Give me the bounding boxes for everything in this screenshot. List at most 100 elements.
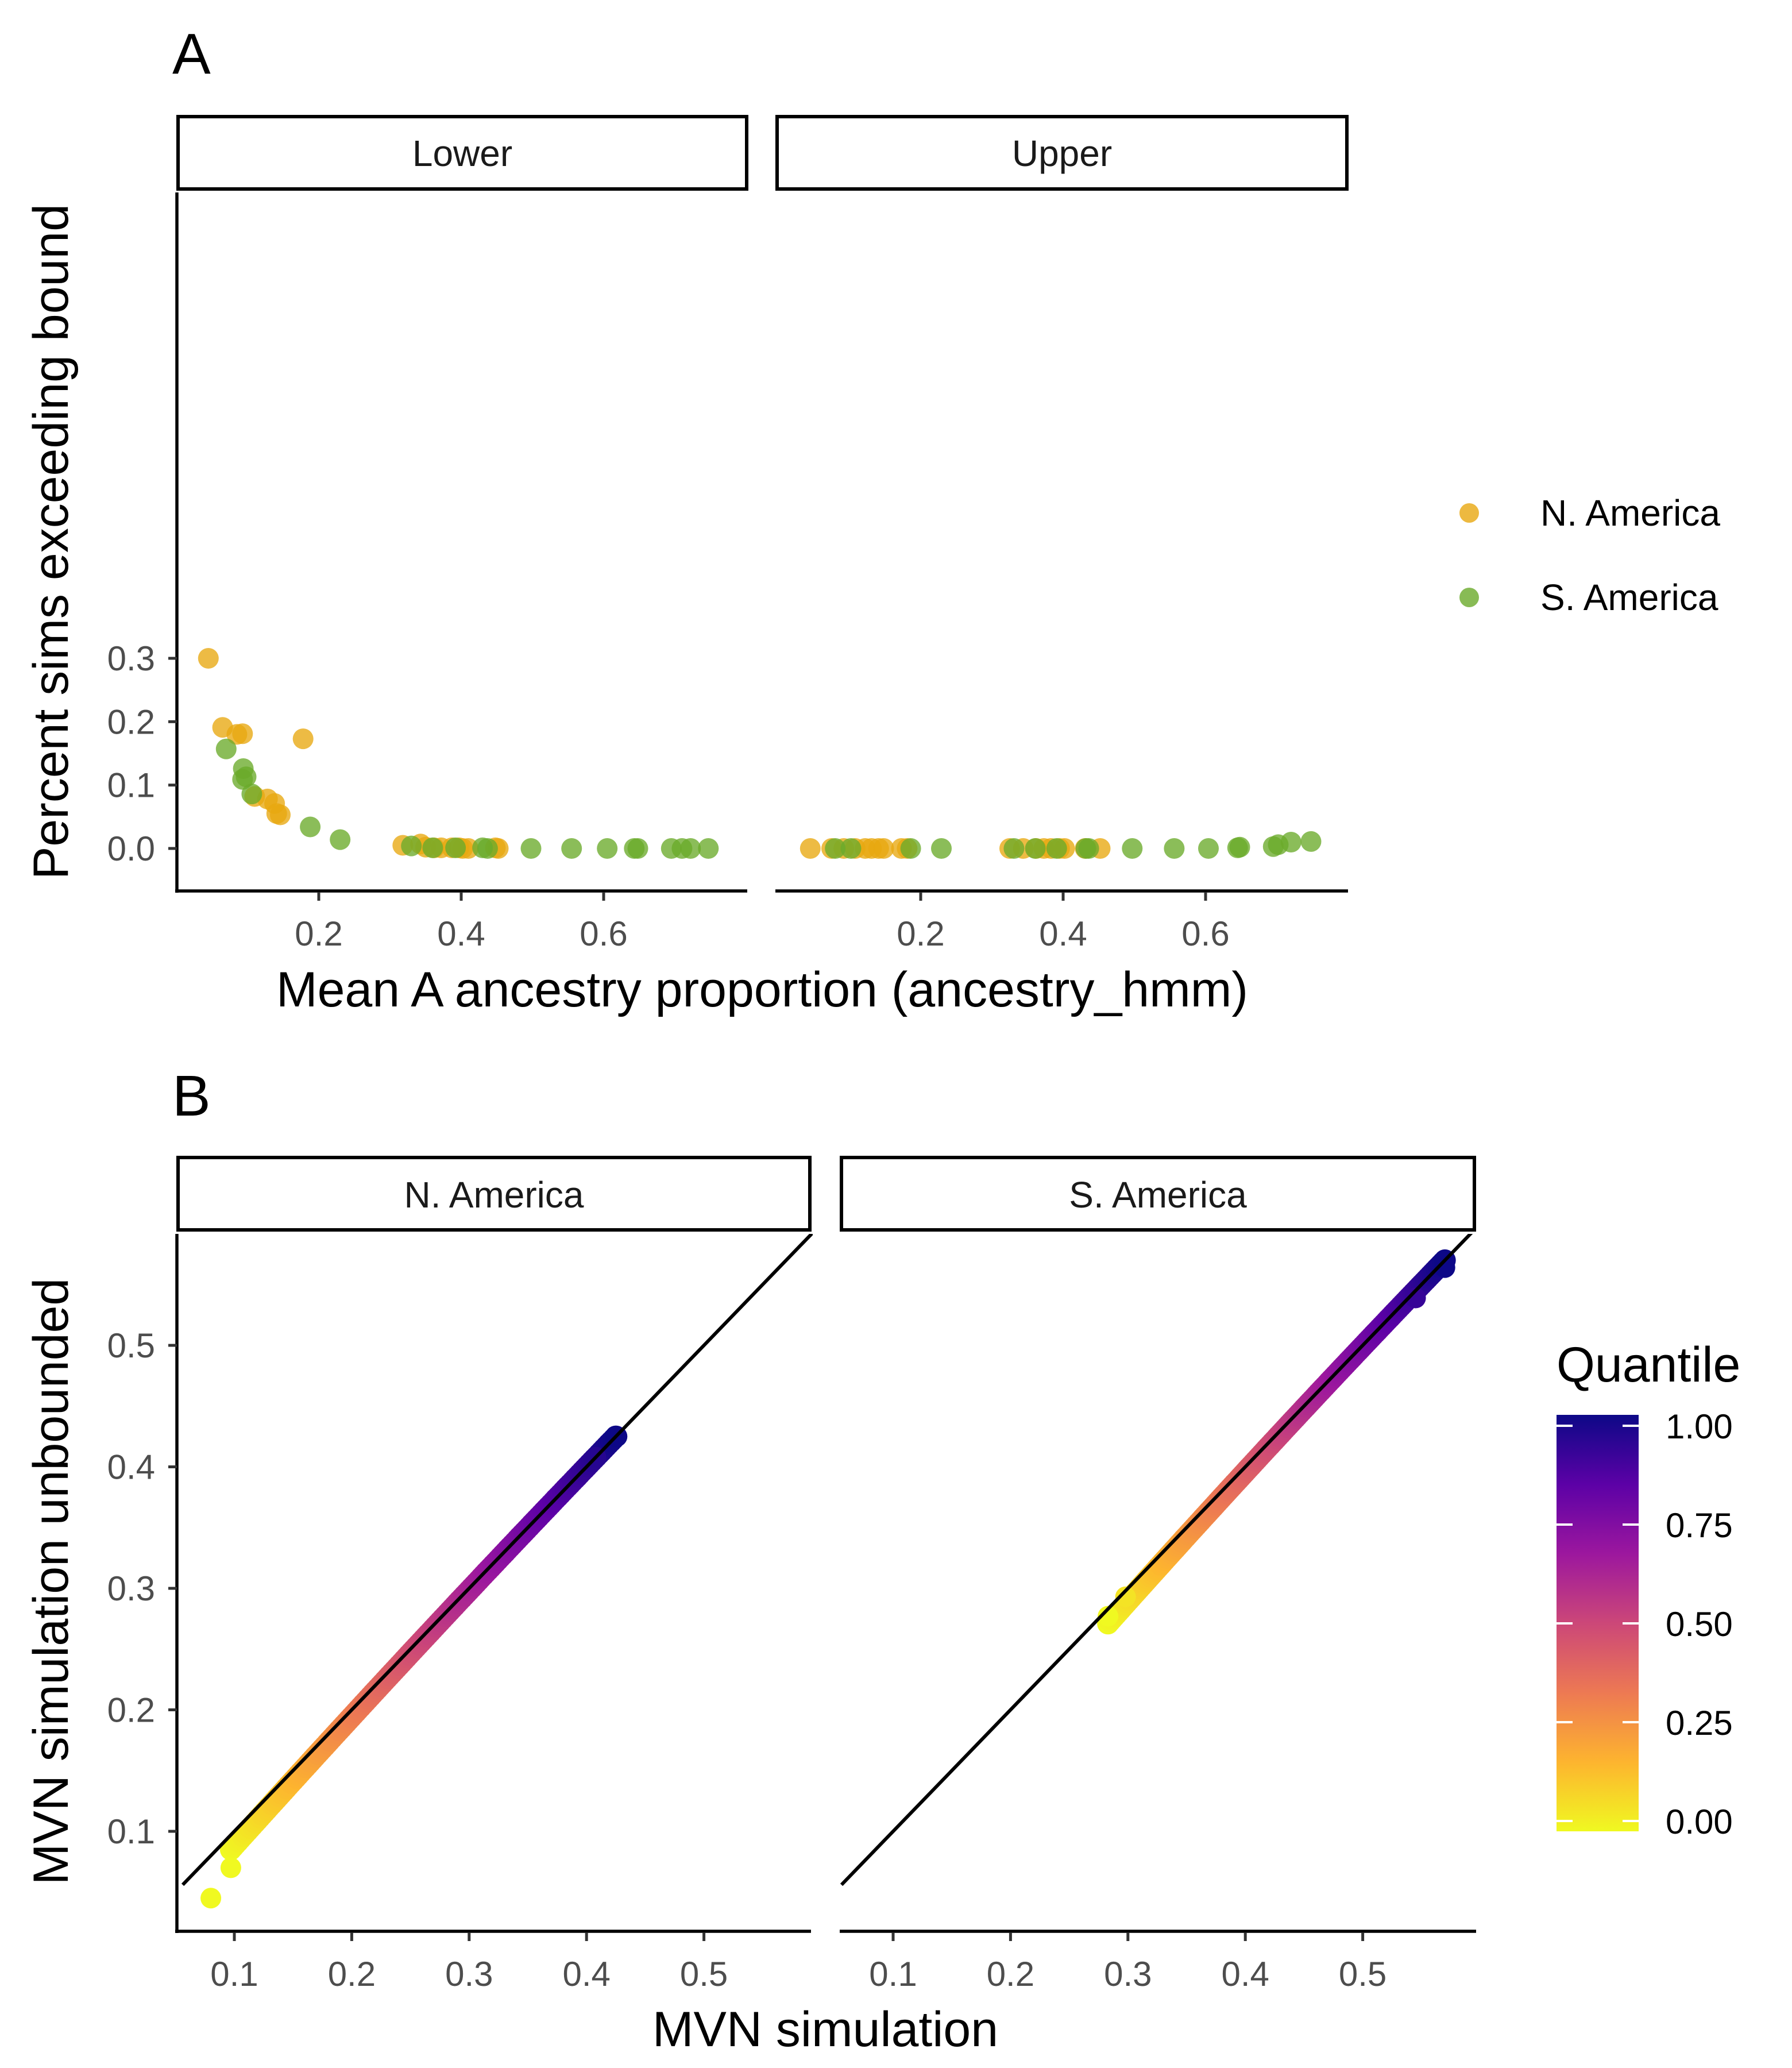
b-xtick-label: 0.2 [987,1955,1034,1993]
panel-a-x-axis: 0.2 0.4 0.6 0.2 0.4 0.6 [295,892,1230,953]
colorbar-tick-label: 0.25 [1666,1704,1733,1742]
point-namerica-lower-3 [232,723,253,744]
sim-point-outlier [200,1888,222,1909]
b-xtick-label: 0.5 [680,1955,728,1993]
b-xtick-label: 0.4 [1221,1955,1269,1993]
panel-b-colorbar: Quantile 1.00 0.75 0.50 0.25 0.00 [1557,1337,1740,1841]
identity-line [840,1234,1473,1886]
a-ytick-label: 0.0 [107,829,155,868]
point-samerica-upper-13 [1229,836,1250,858]
point-samerica-upper-16 [1280,832,1301,852]
point-samerica-upper-2 [900,838,921,859]
point-namerica-lower-4 [292,728,314,750]
panel-b-letter: B [172,1064,211,1128]
panel-b-xlabel: MVN simulation [652,2002,998,2057]
point-samerica-upper-3 [931,838,952,859]
point-samerica-lower-0 [215,738,237,759]
point-samerica-lower-12 [520,838,542,859]
point-samerica-lower-6 [330,829,351,850]
colorbar-tick-label: 0.75 [1666,1506,1733,1545]
panel-a-letter: A [172,22,211,86]
a-ytick-label: 0.3 [107,639,155,678]
panel-a-lower-plot [175,192,747,893]
panel-a: A Lower Upper 0.00.10.20.3 0.2 0.4 0.6 0.2 0… [24,22,1720,1017]
a-xtick-label: 0.2 [295,915,342,953]
point-samerica-lower-14 [597,838,618,859]
identity-line [181,1234,813,1886]
strip-label-lower: Lower [412,133,512,174]
a-xtick-label: 0.6 [1181,915,1229,953]
panel-a-ylabel: Percent sims exceeding bound [24,204,79,879]
point-samerica-lower-7 [401,835,422,856]
a-xtick-label: 0.4 [1039,915,1087,953]
point-samerica-lower-16 [627,838,648,859]
sim-point-outlier [220,1857,241,1878]
strip-label-upper: Upper [1012,133,1112,174]
sim-point-outlier [1434,1257,1455,1278]
point-samerica-upper-11 [1198,838,1219,859]
panel-b-x-axis: 0.1 0.2 0.3 0.4 0.5 0.1 0.2 0.3 0.4 0.5 [210,1932,1387,1993]
point-samerica-lower-8 [422,837,443,858]
b-xtick-label: 0.1 [210,1955,258,1993]
panel-b-s-america-plot [840,1234,1476,1933]
point-samerica-lower-19 [680,838,701,859]
sim-point-outlier [1405,1287,1426,1309]
legend-key-n-america [1459,503,1479,523]
b-ytick-label: 0.4 [107,1448,155,1487]
point-namerica-lower-0 [198,648,219,669]
point-samerica-upper-9 [1122,838,1143,859]
a-xtick-label: 0.2 [897,915,944,953]
panel-b: B N. America S. America 0.10.20.30.40.5 … [24,1064,1740,2057]
point-samerica-upper-6 [1046,838,1067,859]
colorbar-tick-label: 0.50 [1666,1605,1733,1643]
colorbar-tick-label: 1.00 [1666,1407,1733,1446]
b-xtick-label: 0.5 [1339,1955,1387,1993]
legend-label-n-america: N. America [1540,492,1720,534]
point-namerica-upper-7 [873,838,894,859]
b-xtick-label: 0.3 [1104,1955,1152,1993]
point-samerica-upper-8 [1078,838,1099,859]
point-samerica-lower-13 [561,838,582,859]
point-samerica-upper-10 [1164,838,1185,859]
b-xtick-label: 0.2 [328,1955,376,1993]
sim-point-outlier [1115,1586,1136,1607]
point-samerica-upper-0 [825,838,846,859]
a-xtick-label: 0.6 [580,915,627,953]
colorbar-tick-label: 0.00 [1666,1803,1733,1841]
strip-upper: Upper [775,115,1349,191]
b-ytick-label: 0.1 [107,1812,155,1851]
panel-b-ylabel: MVN simulation unbounded [24,1278,79,1885]
strip-lower: Lower [176,115,748,191]
point-samerica-upper-5 [1025,838,1046,859]
b-xtick-label: 0.4 [562,1955,610,1993]
panel-a-xlabel: Mean A ancestry proportion (ancestry_hmm… [276,962,1248,1017]
a-ytick-label: 0.1 [107,766,155,805]
point-samerica-upper-1 [840,838,862,859]
point-namerica-upper-0 [800,838,821,859]
point-samerica-lower-11 [477,838,498,859]
point-samerica-lower-5 [300,816,321,838]
point-samerica-upper-4 [1003,838,1025,859]
b-ytick-label: 0.3 [107,1569,155,1608]
panel-a-upper-plot [775,831,1348,893]
panel-a-y-axis: 0.0 0.1 0.2 0.3 [107,639,177,868]
point-samerica-lower-9 [445,837,466,858]
legend-key-s-america [1459,588,1479,607]
b-xtick-label: 0.3 [445,1955,493,1993]
legend-label-s-america: S. America [1540,577,1718,618]
strip-label-n-america: N. America [404,1174,584,1216]
sim-point-outlier [1098,1606,1119,1627]
a-ytick-label: 0.2 [107,703,155,741]
strip-label-s-america: S. America [1069,1174,1247,1216]
panel-b-n-america-plot [175,1234,813,1933]
strip-n-america: N. America [176,1156,812,1232]
b-ytick-label: 0.5 [107,1326,155,1365]
a-xtick-label: 0.4 [437,915,485,953]
point-samerica-lower-20 [698,838,719,859]
panel-a-legend: N. America S. America [1459,492,1720,618]
point-samerica-lower-4 [241,784,262,805]
point-namerica-lower-9 [270,804,291,825]
point-samerica-upper-17 [1300,831,1322,852]
b-xtick-label: 0.1 [869,1955,917,1993]
